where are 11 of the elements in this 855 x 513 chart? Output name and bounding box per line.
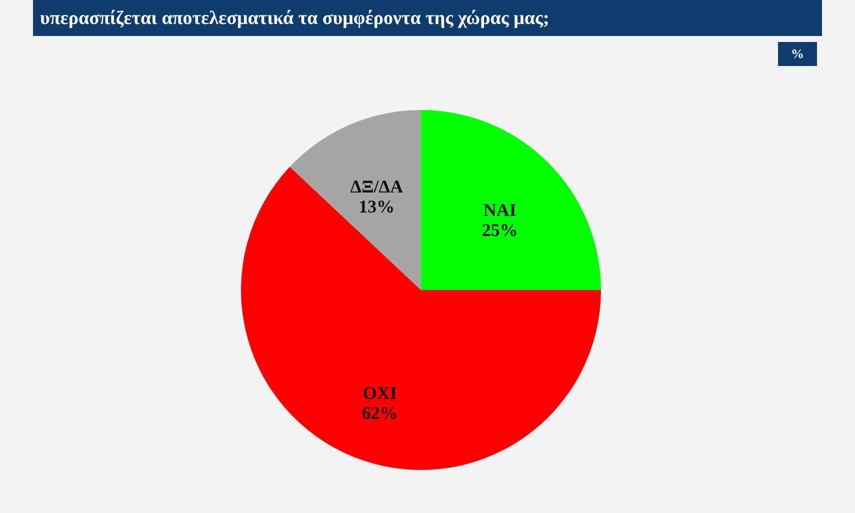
data-label: 13% <box>358 196 395 217</box>
slice-label: ΟΧΙ <box>362 382 397 403</box>
slice-label: ΔΞ/ΔΑ <box>350 176 404 197</box>
data-label: 62% <box>362 402 398 423</box>
pie-slice <box>290 110 421 290</box>
data-label: 25% <box>482 220 518 240</box>
slice-label: ΝΑΙ <box>483 200 516 220</box>
text: % <box>791 46 804 61</box>
pie-slice <box>241 166 601 470</box>
chart-title: υπερασπίζεται αποτελεσματικά τα συμφέροντα της χώρας μας; <box>40 8 550 29</box>
pie-slice <box>421 110 601 290</box>
